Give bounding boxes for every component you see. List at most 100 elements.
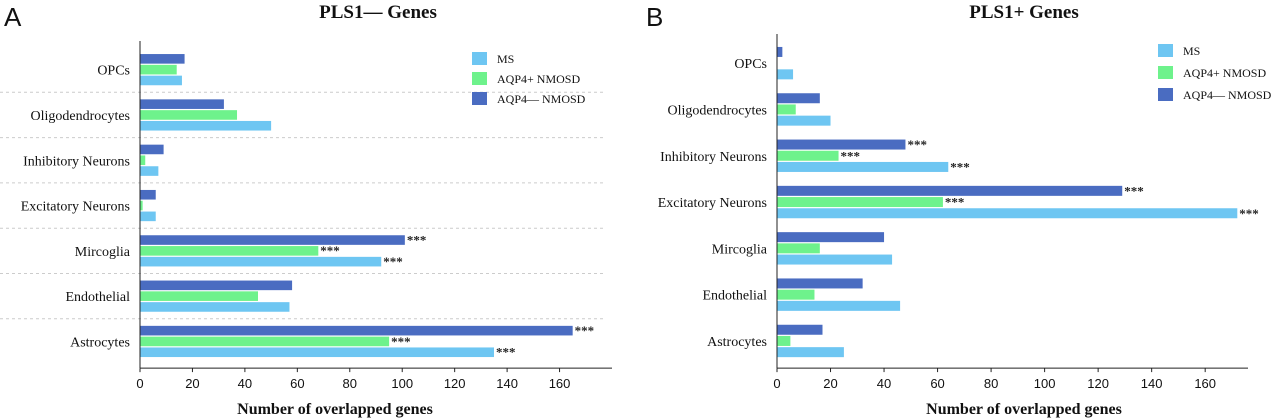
- bar: [777, 104, 796, 115]
- x-tick-label: 120: [1087, 376, 1109, 391]
- bar: [140, 291, 258, 301]
- legend-swatch: [1158, 88, 1173, 101]
- category-tick-label: Inhibitory Neurons: [660, 150, 767, 165]
- bar: [777, 115, 831, 126]
- x-tick-label: 80: [984, 376, 998, 391]
- bar: [140, 280, 293, 291]
- bar: [777, 232, 885, 243]
- significance-label: ***: [907, 137, 927, 152]
- bar: [140, 166, 159, 176]
- x-tick-label: 120: [444, 376, 466, 391]
- legend-swatch: [472, 52, 487, 65]
- bar: [777, 289, 815, 300]
- x-tick-label: 80: [343, 376, 357, 391]
- bar: [777, 347, 844, 358]
- x-tick-label: 20: [823, 376, 837, 391]
- x-tick-label: 40: [238, 376, 252, 391]
- x-axis-label: Number of overlapped genes: [237, 401, 433, 418]
- panel-a: A PLS1— Genes Number of overlapped genes…: [0, 2, 612, 418]
- significance-label: ***: [407, 232, 427, 247]
- x-tick-label: 100: [391, 376, 413, 391]
- significance-label: ***: [950, 159, 970, 174]
- bar: [140, 75, 182, 86]
- legend-label: AQP4— NMOSD: [497, 92, 586, 106]
- chart-title: PLS1— Genes: [319, 2, 437, 23]
- bar: [777, 161, 949, 172]
- x-tick-label: 60: [290, 376, 304, 391]
- x-tick-label: 140: [1141, 376, 1163, 391]
- bar: [140, 155, 146, 166]
- bar: [140, 99, 224, 109]
- chart-title: PLS1+ Genes: [969, 2, 1079, 23]
- bar: [777, 197, 943, 208]
- bar: [140, 144, 164, 155]
- significance-label: ***: [1124, 183, 1144, 198]
- bar: [777, 208, 1238, 219]
- x-tick-label: 60: [930, 376, 944, 391]
- category-tick-label: Mircoglia: [712, 242, 768, 257]
- bar: [777, 243, 820, 254]
- legend-swatch: [1158, 66, 1173, 79]
- bar: [777, 324, 823, 335]
- x-tick-label: 0: [773, 376, 780, 391]
- category-tick-label: Astrocytes: [707, 335, 767, 350]
- significance-label: ***: [841, 148, 861, 163]
- bar: [140, 302, 290, 312]
- significance-label: ***: [945, 195, 965, 210]
- bar: [140, 64, 177, 75]
- x-tick-label: 20: [185, 376, 199, 391]
- category-tick-label: Endothelial: [702, 289, 767, 304]
- bar: [140, 325, 573, 336]
- legend-label: AQP4+ NMOSD: [1183, 66, 1266, 80]
- bar: [140, 189, 156, 200]
- legend-label: MS: [497, 52, 514, 66]
- bar: [140, 200, 143, 211]
- legend-label: MS: [1183, 44, 1200, 58]
- category-tick-label: Oligodendrocytes: [667, 103, 767, 118]
- significance-label: ***: [320, 243, 340, 258]
- bar: [140, 246, 319, 256]
- bar: [777, 335, 791, 346]
- category-tick-label: OPCs: [97, 64, 130, 79]
- legend-swatch: [1158, 44, 1173, 57]
- panel-letter: A: [4, 2, 22, 32]
- x-axis-label: Number of overlapped genes: [926, 401, 1122, 418]
- bar: [140, 120, 272, 131]
- bar: [140, 235, 405, 245]
- bar: [140, 347, 494, 358]
- category-tick-label: Endothelial: [65, 290, 130, 305]
- significance-label: ***: [575, 323, 595, 338]
- x-tick-label: 40: [877, 376, 891, 391]
- x-tick-label: 160: [1194, 376, 1216, 391]
- bar: [140, 110, 238, 120]
- panel-letter: B: [646, 2, 663, 32]
- category-tick-label: Inhibitory Neurons: [23, 154, 130, 169]
- legend-swatch: [472, 72, 487, 85]
- category-tick-label: Excitatory Neurons: [658, 196, 767, 211]
- bar: [140, 54, 185, 64]
- bar: [777, 150, 839, 161]
- legend-swatch: [472, 92, 487, 105]
- bar: [777, 278, 863, 289]
- bar: [777, 93, 820, 104]
- significance-label: ***: [391, 334, 411, 349]
- bar: [777, 46, 783, 57]
- category-tick-label: Astrocytes: [70, 335, 130, 350]
- bar: [777, 185, 1123, 196]
- x-tick-label: 0: [136, 376, 143, 391]
- legend-label: AQP4+ NMOSD: [497, 72, 580, 86]
- category-tick-label: Excitatory Neurons: [21, 200, 130, 215]
- significance-label: ***: [1239, 206, 1259, 221]
- panel-b: B PLS1+ Genes Number of overlapped genes…: [646, 2, 1272, 418]
- significance-label: ***: [496, 345, 516, 360]
- bar: [777, 139, 906, 150]
- bar: [140, 336, 390, 347]
- x-tick-label: 160: [549, 376, 571, 391]
- bar: [140, 211, 156, 222]
- significance-label: ***: [383, 254, 403, 269]
- category-tick-label: Mircoglia: [75, 245, 131, 260]
- x-tick-label: 100: [1034, 376, 1056, 391]
- category-tick-label: Oligodendrocytes: [30, 109, 130, 124]
- bar: [140, 256, 382, 267]
